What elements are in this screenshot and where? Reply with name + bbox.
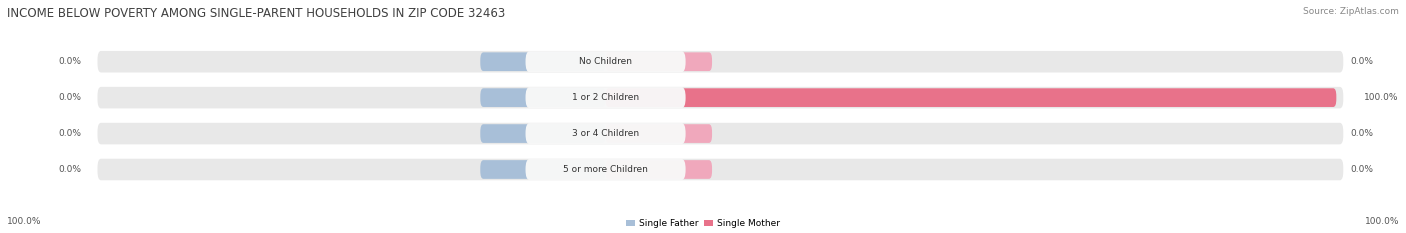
Legend: Single Father, Single Mother: Single Father, Single Mother [627,219,779,229]
FancyBboxPatch shape [606,124,711,143]
Text: 0.0%: 0.0% [58,57,82,66]
FancyBboxPatch shape [97,123,1343,144]
Text: 5 or more Children: 5 or more Children [564,165,648,174]
Text: INCOME BELOW POVERTY AMONG SINGLE-PARENT HOUSEHOLDS IN ZIP CODE 32463: INCOME BELOW POVERTY AMONG SINGLE-PARENT… [7,7,505,20]
Text: Source: ZipAtlas.com: Source: ZipAtlas.com [1303,7,1399,16]
Text: No Children: No Children [579,57,633,66]
FancyBboxPatch shape [526,159,686,180]
FancyBboxPatch shape [526,51,686,72]
Text: 0.0%: 0.0% [58,165,82,174]
Text: 100.0%: 100.0% [1364,93,1399,102]
FancyBboxPatch shape [481,88,606,107]
FancyBboxPatch shape [97,159,1343,180]
Text: 0.0%: 0.0% [58,129,82,138]
Text: 100.0%: 100.0% [1364,217,1399,226]
Text: 0.0%: 0.0% [58,93,82,102]
FancyBboxPatch shape [606,160,711,179]
FancyBboxPatch shape [526,87,686,108]
Text: 0.0%: 0.0% [1350,165,1374,174]
Text: 0.0%: 0.0% [1350,57,1374,66]
FancyBboxPatch shape [481,52,606,71]
FancyBboxPatch shape [97,87,1343,108]
FancyBboxPatch shape [97,51,1343,72]
Text: 3 or 4 Children: 3 or 4 Children [572,129,640,138]
FancyBboxPatch shape [481,124,606,143]
FancyBboxPatch shape [606,88,1336,107]
Text: 1 or 2 Children: 1 or 2 Children [572,93,640,102]
Text: 100.0%: 100.0% [7,217,42,226]
FancyBboxPatch shape [481,160,606,179]
Text: 0.0%: 0.0% [1350,129,1374,138]
FancyBboxPatch shape [606,52,711,71]
FancyBboxPatch shape [526,123,686,144]
